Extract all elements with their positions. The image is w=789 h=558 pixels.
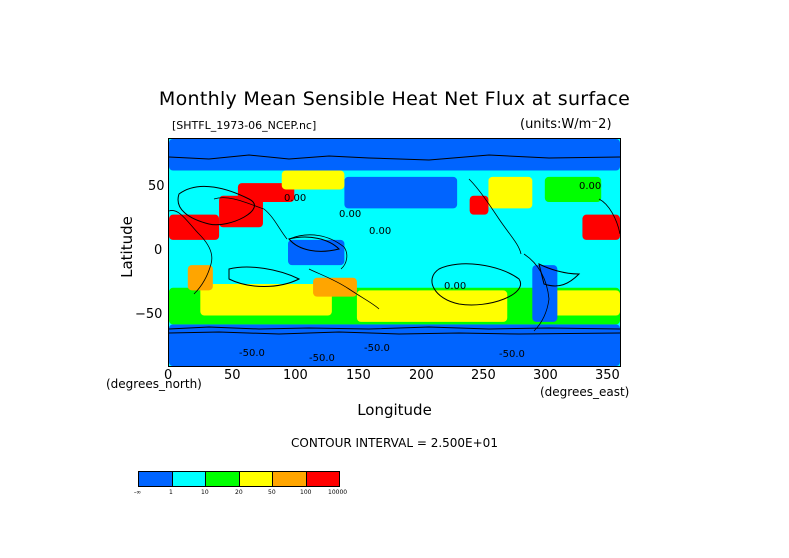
- x-tick-label: 200: [409, 368, 434, 383]
- coastline: [288, 234, 348, 270]
- heatmap-region-maritime-continent-blue: [288, 239, 345, 266]
- map-plot: -50.0 -50.0 -50.0 -50.0 0.00 0.00 0.00 0…: [168, 138, 621, 367]
- contour-label: 0.00: [339, 209, 361, 220]
- contour-label: -50.0: [309, 353, 335, 364]
- contour-label: 0.00: [369, 226, 391, 237]
- legend-label: -∞: [134, 489, 142, 496]
- chart-title: Monthly Mean Sensible Heat Net Flux at s…: [158, 88, 631, 110]
- heatmap-region-south-atlantic-yellow: [544, 290, 620, 316]
- contour-line: [169, 331, 620, 335]
- x-tick-label: 150: [346, 368, 371, 383]
- coastline: [523, 253, 550, 332]
- heatmap-region-southern-africa-orange: [187, 265, 213, 291]
- heatmap-canvas: -50.0 -50.0 -50.0 -50.0 0.00 0.00 0.00 0…: [169, 139, 620, 366]
- contour-label: -50.0: [364, 343, 390, 354]
- coastline: [308, 268, 380, 310]
- heatmap-region-siberia-yellow: [281, 170, 345, 190]
- contour-lines: [169, 154, 620, 335]
- heatmap-region-tropics-cyan: [169, 227, 620, 285]
- legend-label: 1: [169, 489, 173, 496]
- heatmap-region-north-africa-hot: [169, 214, 220, 240]
- legend-label: 10: [201, 489, 209, 496]
- contour-line: [538, 263, 581, 287]
- heatmap-region-middle-east-hot: [219, 195, 263, 228]
- legend-swatch: [206, 472, 240, 486]
- x-axis-units-east: (degrees_east): [540, 385, 630, 399]
- x-axis-units-north: (degrees_north): [106, 377, 202, 391]
- heatmap-region-sahara-hot: [582, 214, 620, 240]
- y-tick-label: 0: [154, 243, 163, 258]
- heatmap-region-south-america-blue: [532, 265, 558, 322]
- contour-line: [169, 326, 620, 330]
- x-tick-label: 250: [471, 368, 496, 383]
- heatmap-region-western-us-hot: [469, 195, 489, 215]
- heatmap-region-south-pacific-yellow: [356, 290, 508, 322]
- legend-label: 10000: [328, 489, 348, 496]
- contour-label: 0.00: [579, 181, 601, 192]
- map-contour-labels: -50.0 -50.0 -50.0 -50.0 0.00 0.00 0.00 0…: [239, 181, 601, 364]
- contour-line: [169, 154, 620, 161]
- legend-swatch: [239, 472, 273, 486]
- legend-swatch: [273, 472, 307, 486]
- coastline: [598, 198, 620, 235]
- y-tick-label: 50: [148, 179, 165, 194]
- heatmap-region-south-indian-yellow: [200, 284, 332, 316]
- units-label: (units:W/m⁻2): [520, 117, 612, 132]
- heatmap-regions: [169, 139, 620, 366]
- x-tick-label: 300: [533, 368, 558, 383]
- legend-label: 20: [235, 489, 243, 496]
- contour-label: 0.00: [444, 281, 466, 292]
- x-axis-label: Longitude: [357, 401, 432, 419]
- legend-label: 50: [268, 489, 276, 496]
- legend-swatch: [139, 472, 173, 486]
- y-tick-label: −50: [135, 307, 163, 322]
- contour-label: -50.0: [239, 348, 265, 359]
- legend-swatch: [172, 472, 206, 486]
- legend-swatch: [306, 472, 339, 486]
- heatmap-region-australia-orange: [313, 277, 357, 297]
- x-tick-label: 0: [164, 368, 173, 383]
- heatmap-region-north-atlantic-green: [544, 176, 602, 203]
- coastline: [169, 210, 213, 295]
- file-label: [SHTFL_1973-06_NCEP.nc]: [172, 119, 317, 132]
- legend-label: 100: [300, 489, 312, 496]
- heatmap-region-north-pacific-blue: [344, 176, 458, 209]
- heatmap-region-north-america-yellow: [488, 176, 533, 209]
- contour-line: [228, 266, 301, 287]
- contour-label: -50.0: [499, 349, 525, 360]
- contour-label: 0.00: [284, 193, 306, 204]
- contour-line: [288, 236, 340, 252]
- x-tick-label: 50: [224, 368, 241, 383]
- coastline: [213, 197, 288, 240]
- heatmap-region-arctic-blue: [169, 139, 620, 171]
- y-axis-label: Latitude: [117, 216, 136, 278]
- heatmap-region-central-asia-hot: [237, 183, 295, 203]
- contour-interval-text: CONTOUR INTERVAL = 2.500E+01: [291, 436, 498, 450]
- contour-line: [177, 185, 255, 226]
- x-tick-label: 350: [595, 368, 620, 383]
- coastline: [468, 178, 522, 255]
- heatmap-region-antarctic-belt: [169, 324, 620, 366]
- contour-line: [431, 263, 522, 306]
- coastlines: [169, 178, 620, 332]
- x-tick-label: 100: [283, 368, 308, 383]
- color-legend-bar: [138, 471, 340, 487]
